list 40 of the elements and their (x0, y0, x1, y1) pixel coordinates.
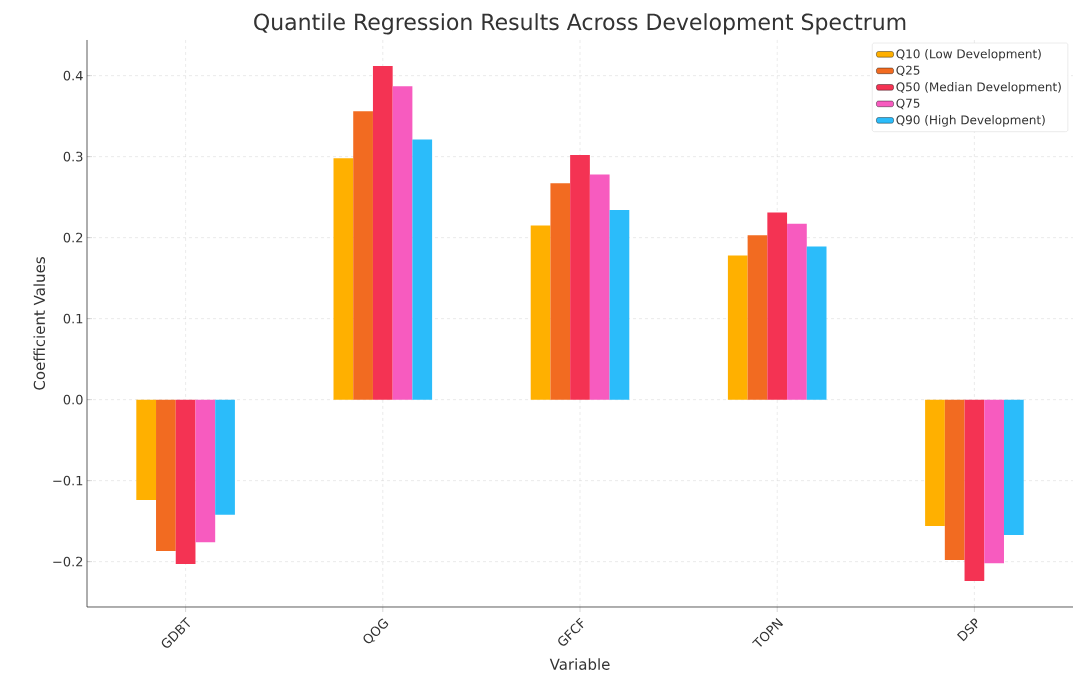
bar (984, 399, 1004, 564)
y-axis-title: Coefficient Values (33, 257, 46, 390)
y-tick-label: 0.3 (63, 151, 83, 162)
bar (195, 399, 216, 543)
legend-label: Q25 (896, 65, 920, 77)
bar (767, 212, 788, 400)
bar (787, 223, 807, 400)
bar (806, 246, 827, 400)
bar (944, 399, 965, 561)
bar (747, 235, 768, 400)
y-tick-label: 0.1 (63, 313, 83, 324)
bar (136, 399, 157, 501)
y-tick-label: 0.2 (63, 232, 83, 243)
bar (372, 65, 393, 400)
bar (727, 255, 748, 400)
legend-label: Q90 (High Development) (896, 115, 1045, 127)
bar (215, 399, 235, 515)
y-tick-label: −0.2 (53, 556, 83, 567)
legend-label: Q50 (Median Development) (896, 82, 1061, 94)
x-axis-title: Variable (549, 658, 610, 670)
y-tick-label: 0.0 (63, 394, 83, 405)
bar (175, 399, 196, 565)
y-tick-label: −0.1 (53, 475, 83, 486)
bar (156, 399, 176, 552)
legend-label: Q10 (Low Development) (896, 49, 1041, 61)
bar (609, 210, 630, 400)
bar (1003, 399, 1024, 535)
bar (570, 155, 590, 400)
y-tick-label: 0.4 (63, 70, 83, 81)
legend-label: Q75 (896, 98, 920, 110)
bar (530, 225, 551, 400)
bar (589, 174, 610, 400)
bar (550, 183, 571, 400)
bar (925, 399, 945, 526)
bar (392, 86, 413, 400)
bar (333, 158, 354, 400)
bar (412, 139, 433, 400)
bar (353, 111, 373, 400)
chart-title: Quantile Regression Results Across Development Spectrum (254, 13, 906, 35)
bar (964, 399, 985, 582)
